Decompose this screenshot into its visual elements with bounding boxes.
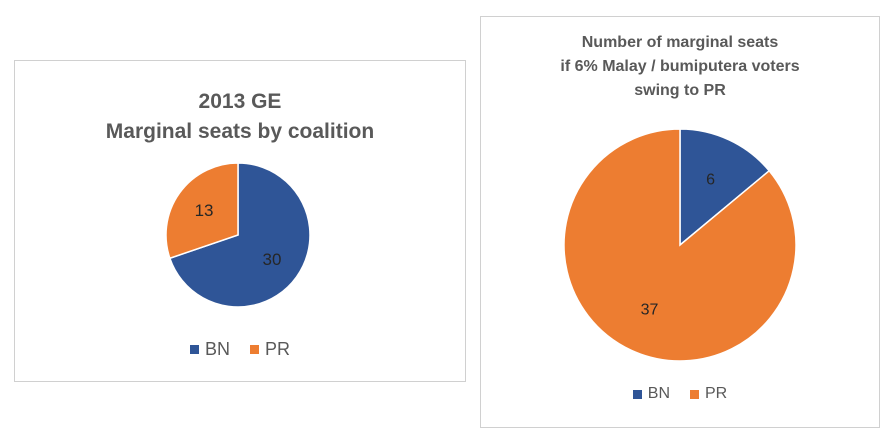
pie-slice-pr xyxy=(563,128,797,362)
chart-title-line-3: swing to PR xyxy=(634,82,726,99)
legend-item-pr: PR xyxy=(690,385,727,403)
data-label-bn: 6 xyxy=(706,171,715,188)
chart-title-line-1: Number of marginal seats xyxy=(581,34,779,51)
chart-title-line-1: 2013 GE xyxy=(198,90,282,113)
chart-panel-2013-ge: 2013 GE Marginal seats by coalition 30 13… xyxy=(14,60,466,382)
chart-title: Number of marginal seats if 6% Malay / b… xyxy=(481,31,879,103)
legend-label-bn: BN xyxy=(204,339,230,359)
legend-label-bn: BN xyxy=(647,385,670,402)
chart-panel-swing-scenario: Number of marginal seats if 6% Malay / b… xyxy=(480,16,880,428)
pie-slice-bn xyxy=(679,128,771,247)
pie-chart-2013-ge: 30 13 xyxy=(165,162,311,308)
legend-swatch-pr xyxy=(250,345,259,354)
legend-label-pr: PR xyxy=(705,385,728,402)
legend-item-bn: BN xyxy=(632,385,670,403)
legend-swatch-bn xyxy=(189,345,199,354)
legend-label-pr: PR xyxy=(265,339,291,359)
chart-title: 2013 GE Marginal seats by coalition xyxy=(15,87,465,147)
pie-slice-bn xyxy=(168,162,311,308)
data-label-pr: 13 xyxy=(195,201,214,220)
data-label-bn: 30 xyxy=(263,250,282,269)
data-label-pr: 37 xyxy=(641,302,659,319)
pie-slice-pr xyxy=(165,162,239,260)
chart-title-line-2: Marginal seats by coalition xyxy=(105,120,375,143)
legend-item-bn: BN xyxy=(189,339,230,360)
chart-legend: BN PR xyxy=(481,385,879,403)
chart-title-line-2: if 6% Malay / bumiputera voters xyxy=(560,58,800,75)
legend-item-pr: PR xyxy=(250,339,290,360)
pie-chart-swing-scenario: 6 37 xyxy=(563,128,797,362)
legend-swatch-pr xyxy=(690,389,699,399)
chart-legend: BN PR xyxy=(15,339,465,360)
legend-swatch-bn xyxy=(632,389,642,399)
